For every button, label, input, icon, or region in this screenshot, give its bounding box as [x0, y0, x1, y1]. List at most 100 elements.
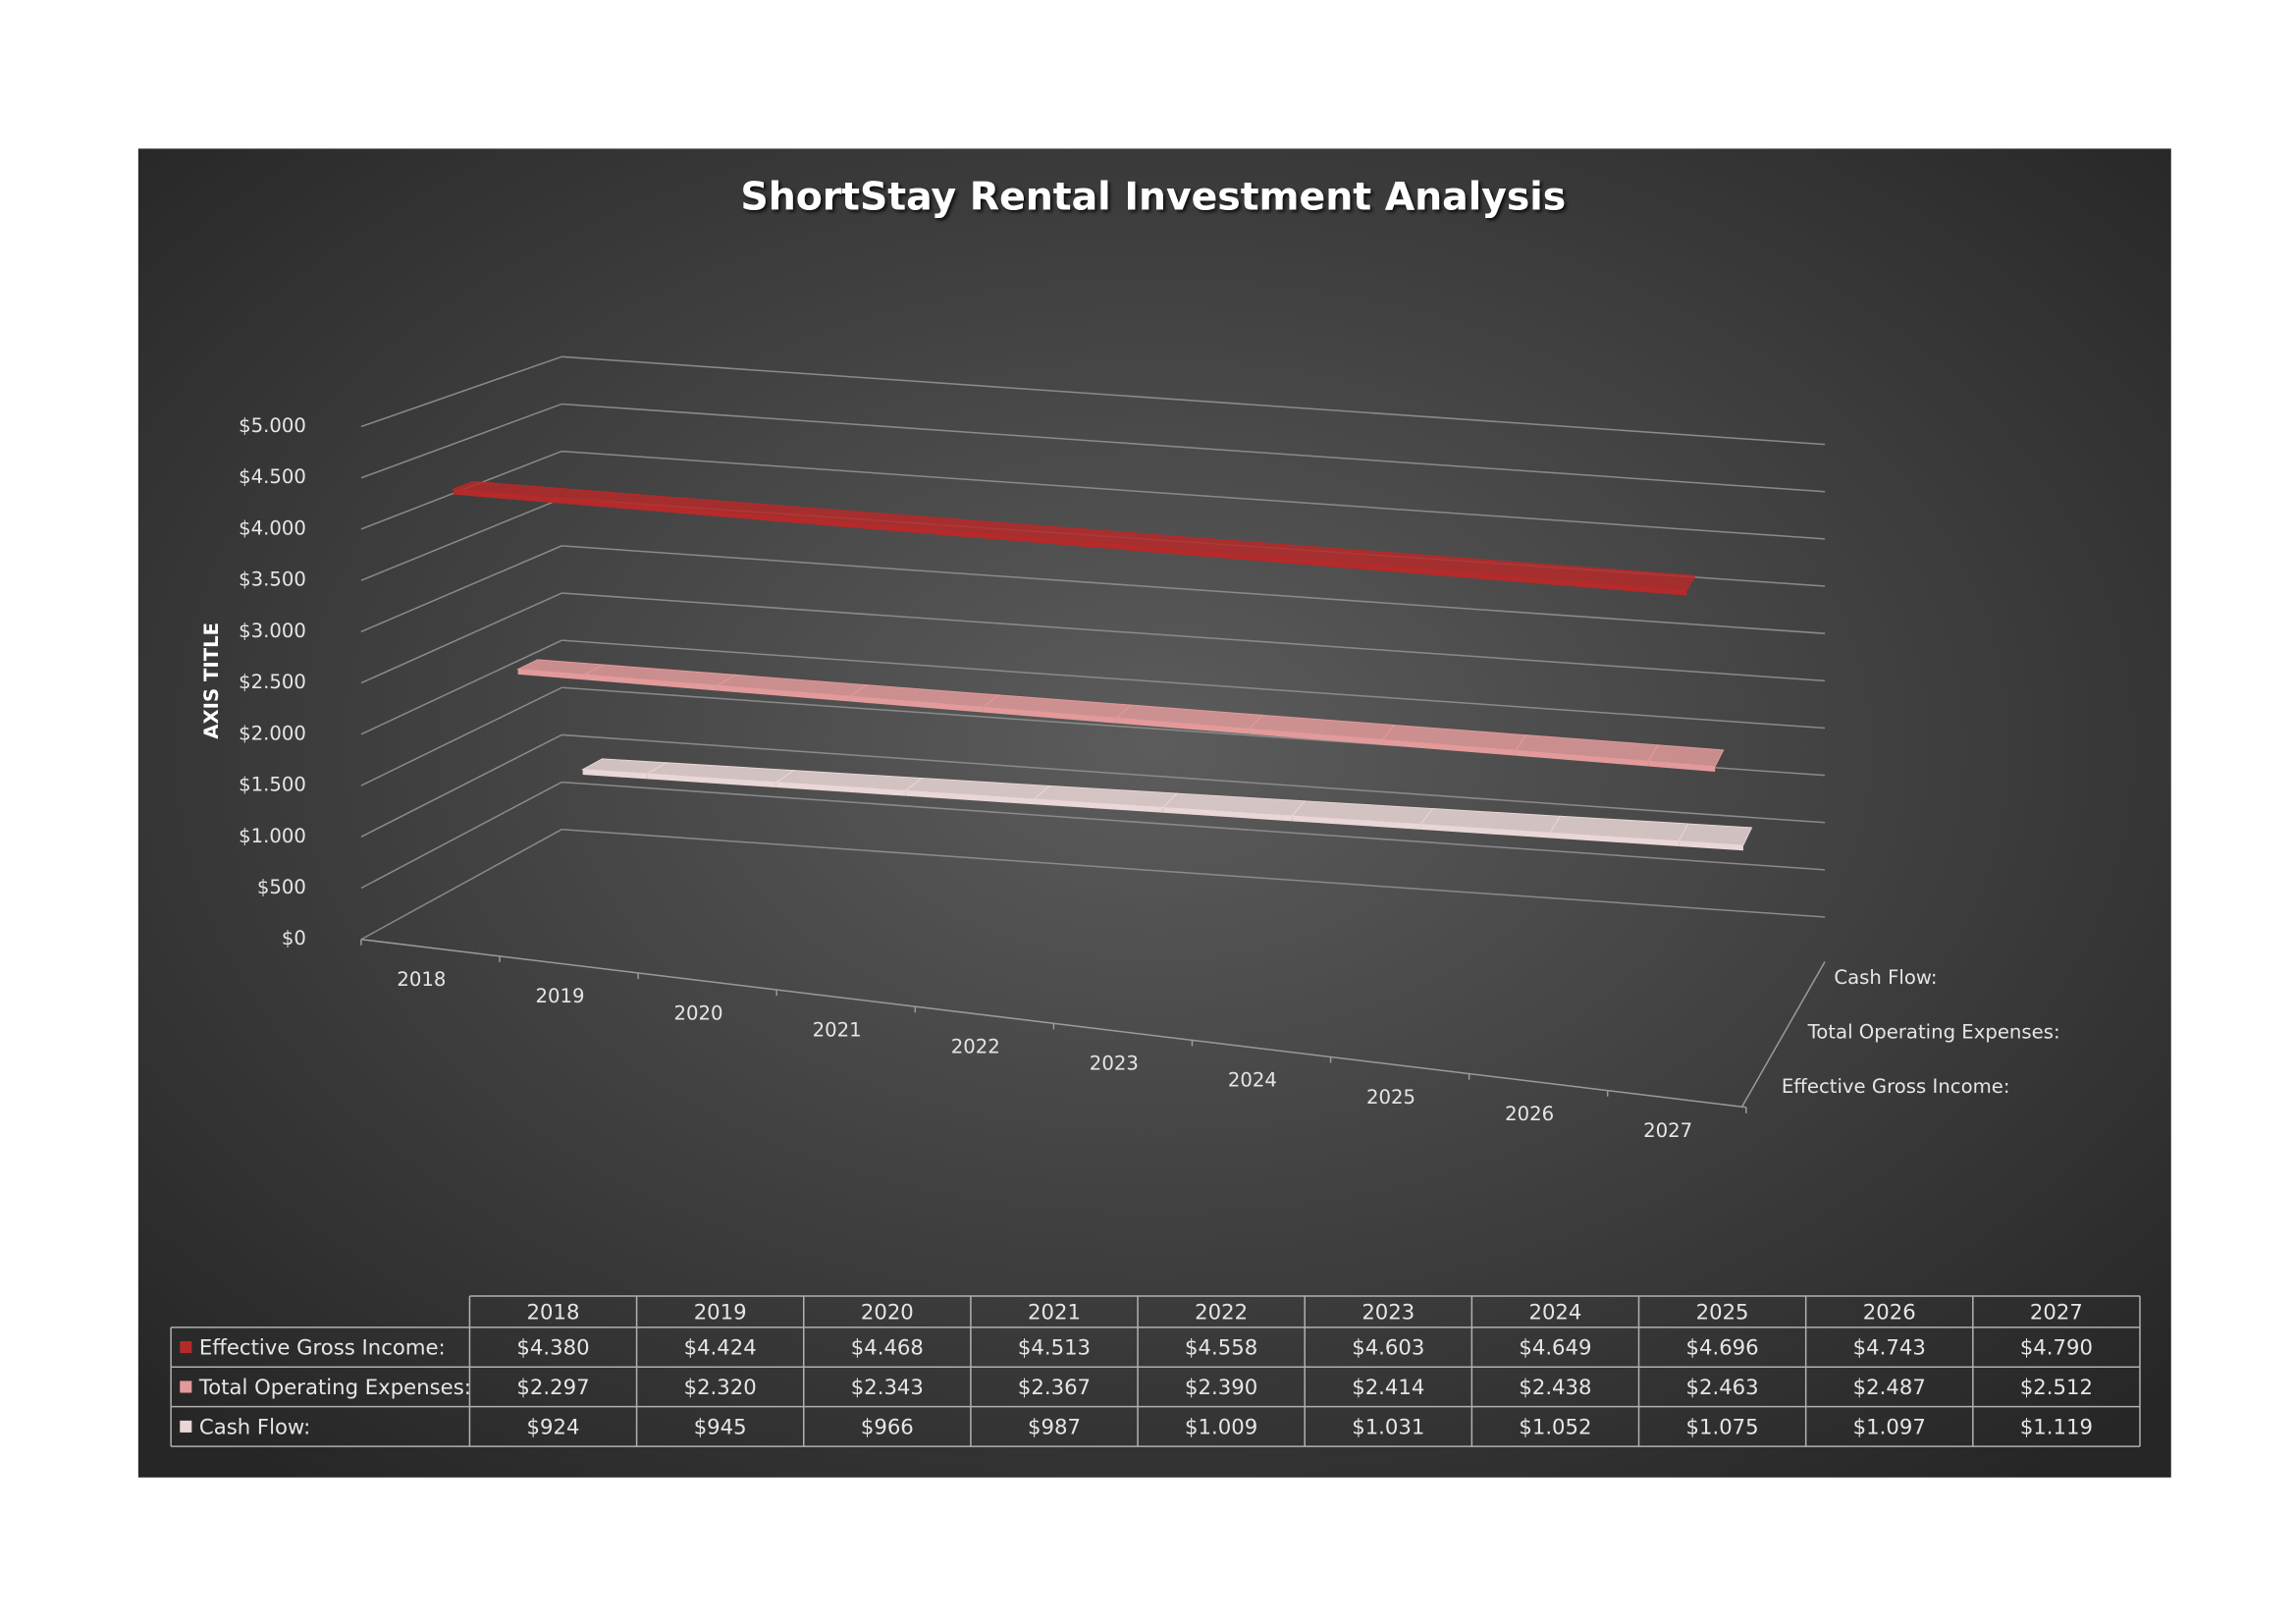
ribbon-edge — [1480, 573, 1619, 590]
table-value: $4.468 — [851, 1335, 924, 1360]
table-value: $1.031 — [1352, 1414, 1424, 1438]
x-tick-label: 2024 — [1228, 1069, 1277, 1092]
ribbon-edge — [1070, 540, 1207, 558]
ribbon-edge — [795, 517, 934, 535]
x-tick-label: 2027 — [1643, 1119, 1692, 1142]
legend-label: Effective Gross Income: — [199, 1335, 446, 1360]
table-header: 2020 — [861, 1299, 914, 1324]
ribbon-edge — [1382, 739, 1516, 756]
y-tick-label: $500 — [257, 876, 306, 898]
ribbon-edge — [1549, 833, 1680, 846]
ribbon-edge — [1292, 816, 1421, 830]
ribbon-edge — [1206, 551, 1345, 568]
table-header: 2026 — [1863, 1299, 1916, 1324]
table-value: $4.696 — [1686, 1335, 1759, 1360]
depth-tick-label: Total Operating Expenses: — [1807, 1021, 2060, 1044]
table-value: $2.463 — [1686, 1375, 1759, 1399]
grid-line — [561, 355, 1826, 446]
chart-area — [137, 148, 2171, 1478]
table-value: $987 — [1028, 1414, 1081, 1438]
grid-line — [360, 403, 562, 479]
grid-line — [561, 733, 1826, 824]
table-value: $1.075 — [1686, 1414, 1759, 1438]
table-value: $4.424 — [684, 1335, 757, 1360]
y-tick-label: $4.500 — [239, 465, 306, 488]
table-value: $4.558 — [1185, 1335, 1257, 1360]
x-tick-label: 2022 — [951, 1036, 1000, 1058]
ribbon-face — [1678, 823, 1753, 846]
table-value: $4.603 — [1352, 1335, 1424, 1360]
ribbon-edge — [933, 528, 1071, 546]
y-tick-label: $5.000 — [239, 414, 306, 437]
ribbon-edge — [1420, 824, 1550, 839]
ribbon-edge — [1618, 584, 1687, 596]
table-value: $2.414 — [1352, 1375, 1424, 1399]
table-value: $1.119 — [2020, 1414, 2093, 1438]
grid-line — [561, 403, 1826, 493]
table-value: $2.320 — [684, 1375, 757, 1399]
grid-line — [561, 781, 1826, 871]
y-tick-label: $1.000 — [239, 825, 306, 847]
ribbon-edge — [1515, 750, 1649, 767]
table-header: 2021 — [1028, 1299, 1081, 1324]
table-value: $4.380 — [516, 1335, 589, 1360]
y-tick-label: $3.500 — [239, 568, 306, 591]
x-tick-label: 2021 — [813, 1018, 862, 1041]
table-value: $4.790 — [2020, 1335, 2093, 1360]
depth-tick-label: Effective Gross Income: — [1782, 1075, 2010, 1098]
x-tick-label: 2020 — [674, 1001, 723, 1024]
ribbon-edge — [1648, 761, 1716, 772]
y-tick-label: $4.000 — [239, 516, 306, 539]
x-tick-label: 2025 — [1366, 1086, 1415, 1109]
table-value: $2.343 — [851, 1375, 924, 1399]
grid-line — [561, 639, 1826, 730]
ribbon-edge — [521, 495, 659, 513]
ribbon-edge — [1249, 729, 1383, 745]
table-value: $2.367 — [1018, 1375, 1091, 1399]
y-tick-label: $2.500 — [239, 671, 306, 693]
table-value: $2.438 — [1519, 1375, 1591, 1399]
y-tick-label: $1.500 — [239, 774, 306, 796]
x-tick-label: 2019 — [535, 985, 584, 1007]
table-value: $2.297 — [516, 1375, 589, 1399]
depth-tick-label: Cash Flow: — [1834, 966, 1937, 989]
table-value: $924 — [527, 1414, 580, 1438]
ribbon-edge — [1162, 807, 1293, 822]
grid-line — [561, 450, 1826, 540]
ribbon-edge — [1679, 840, 1743, 851]
grid-line — [561, 545, 1826, 634]
ribbon-edge — [1344, 563, 1481, 579]
ribbon-edge — [983, 707, 1117, 724]
table-header: 2025 — [1696, 1299, 1749, 1324]
ribbon-edge — [775, 782, 906, 796]
grid-line — [561, 592, 1826, 682]
ribbon-edge — [1116, 718, 1250, 734]
plot: $0 $500 $1.000 $1.500 $2.000 $2.500 $3.000 $3.5… — [239, 355, 2060, 1142]
grid-line — [360, 355, 562, 428]
table-value: $4.649 — [1519, 1335, 1591, 1360]
y-tick-label: $3.000 — [239, 620, 306, 642]
table-header: 2018 — [527, 1299, 580, 1324]
x-tick-label: 2018 — [397, 968, 446, 991]
ribbon-edge — [658, 506, 796, 523]
grid-line — [360, 686, 562, 786]
y-tick-label: $2.000 — [239, 722, 306, 744]
table-value: $4.513 — [1018, 1335, 1091, 1360]
table-header: 2024 — [1528, 1299, 1581, 1324]
x-tick-label: 2026 — [1505, 1103, 1554, 1125]
legend-marker — [180, 1380, 192, 1393]
ribbon-edge — [850, 696, 984, 713]
grid-line — [360, 733, 562, 838]
grid-line — [360, 781, 562, 890]
ribbon-edge — [584, 675, 718, 691]
grid-line — [561, 828, 1826, 918]
ribbon-edge — [905, 790, 1035, 805]
y-tick-label: $0 — [282, 927, 306, 949]
grid-line — [360, 639, 562, 735]
ribbon-edge — [517, 669, 585, 680]
table-header: 2022 — [1195, 1299, 1248, 1324]
table-value: $2.487 — [1853, 1375, 1926, 1399]
table-value: $4.743 — [1853, 1335, 1926, 1360]
